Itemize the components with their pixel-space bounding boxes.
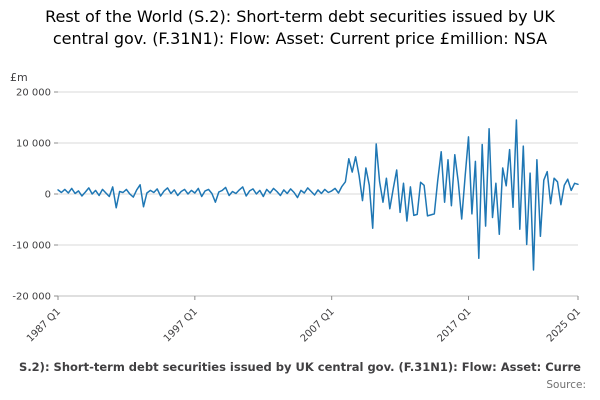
x-tick-label: 2017 Q1 bbox=[436, 306, 474, 344]
y-axis-unit-label: £m bbox=[10, 71, 28, 84]
chart-canvas: 20 000 10 000 0 -10 000 -20 000 1987 Q1 1997 Q… bbox=[12, 88, 583, 345]
data-line bbox=[57, 119, 579, 271]
x-tick-label: 1997 Q1 bbox=[162, 306, 200, 344]
y-tick-label: 10 000 bbox=[16, 139, 51, 150]
chart-title: Rest of the World (S.2): Short-term debt… bbox=[45, 7, 555, 48]
y-tick-label: -20 000 bbox=[12, 292, 51, 303]
x-tick-label: 1987 Q1 bbox=[25, 306, 63, 344]
x-tick-label: 2007 Q1 bbox=[299, 306, 337, 344]
x-tick-label: 2025 Q1 bbox=[545, 306, 583, 344]
footer-caption: S.2): Short-term debt securities issued … bbox=[19, 360, 581, 374]
y-tick-label: 20 000 bbox=[16, 88, 51, 99]
y-tick-label: -10 000 bbox=[12, 241, 51, 252]
source-label: Source: bbox=[546, 379, 586, 391]
y-tick-label: 0 bbox=[45, 190, 51, 201]
